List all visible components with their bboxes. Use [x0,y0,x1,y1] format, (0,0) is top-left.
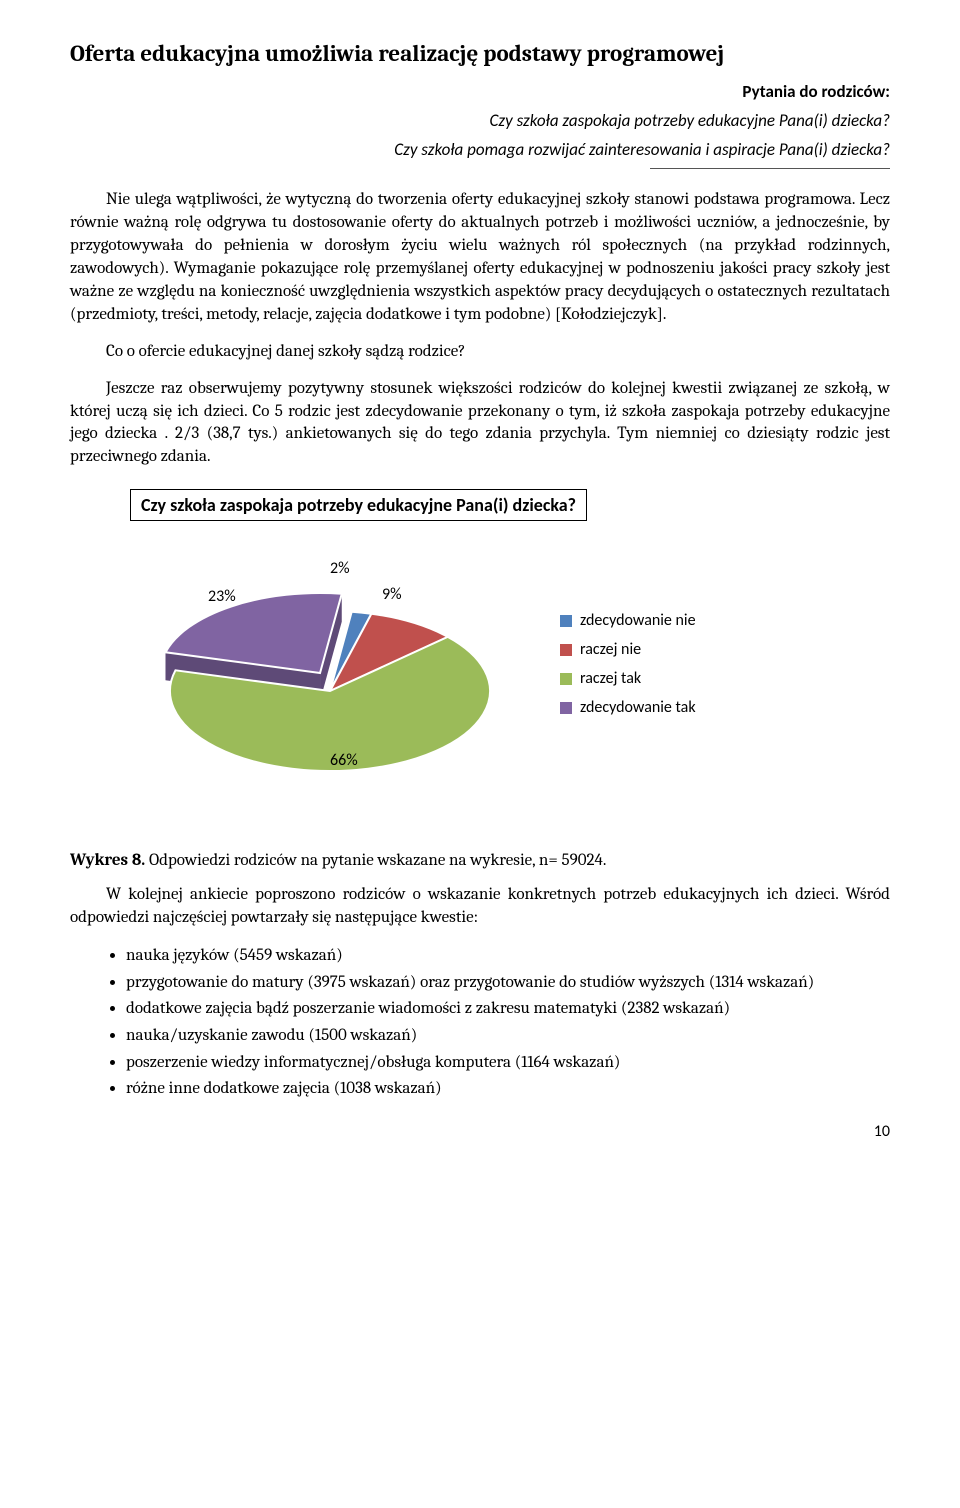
legend-item: zdecydowanie tak [560,698,696,717]
chart-legend: zdecydowanie nie raczej nie raczej tak z… [560,611,696,727]
legend-swatch [560,702,572,714]
questions-header: Pytania do rodziców: [70,81,890,102]
list-item: nauka/uzyskanie zawodu (1500 wskazań) [126,1024,890,1049]
legend-item: raczej nie [560,640,696,659]
legend-swatch [560,673,572,685]
paragraph-1: Nie ulega wątpliwości, że wytyczną do tw… [70,189,890,327]
follow-paragraph: W kolejnej ankiecie poproszono rodziców … [70,884,890,930]
paragraph-2: Co o ofercie edukacyjnej danej szkoły są… [70,341,890,364]
list-item: dodatkowe zajęcia bądź poszerzanie wiado… [126,997,890,1022]
pie-label-raczej-nie: 9% [382,585,402,604]
question-1: Czy szkoła zaspokaja potrzeby edukacyjne… [70,110,890,131]
legend-label: raczej nie [580,640,641,659]
bullet-list: nauka języków (5459 wskazań) przygotowan… [70,944,890,1102]
page-number: 10 [70,1122,890,1141]
caption-bold: Wykres 8. [70,851,145,870]
legend-swatch [560,615,572,627]
chart-container: Czy szkoła zaspokaja potrzeby edukacyjne… [130,489,830,821]
questions-block: Pytania do rodziców: Czy szkoła zaspokaj… [70,81,890,160]
divider [650,168,890,169]
legend-swatch [560,644,572,656]
pie-label-zdecydowanie-tak: 23% [208,587,236,606]
legend-label: zdecydowanie nie [580,611,696,630]
page-title: Oferta edukacyjna umożliwia realizację p… [70,40,890,67]
chart-title: Czy szkoła zaspokaja potrzeby edukacyjne… [130,489,587,521]
list-item: poszerzenie wiedzy informatycznej/obsług… [126,1051,890,1076]
legend-item: raczej tak [560,669,696,688]
legend-item: zdecydowanie nie [560,611,696,630]
legend-label: zdecydowanie tak [580,698,696,717]
caption-rest: Odpowiedzi rodziców na pytanie wskazane … [145,851,606,870]
list-item: przygotowanie do matury (3975 wskazań) o… [126,971,890,996]
paragraph-3: Jeszcze raz obserwujemy pozytywny stosun… [70,378,890,470]
legend-label: raczej tak [580,669,641,688]
pie-chart: 2% 9% 66% 23% [130,551,530,821]
pie-label-zdecydowanie-nie: 2% [330,559,350,578]
list-item: nauka języków (5459 wskazań) [126,944,890,969]
chart-caption: Wykres 8. Odpowiedzi rodziców na pytanie… [70,851,890,870]
pie-label-raczej-tak: 66% [330,751,358,770]
question-2: Czy szkoła pomaga rozwijać zainteresowan… [70,139,890,160]
list-item: różne inne dodatkowe zajęcia (1038 wskaz… [126,1077,890,1102]
